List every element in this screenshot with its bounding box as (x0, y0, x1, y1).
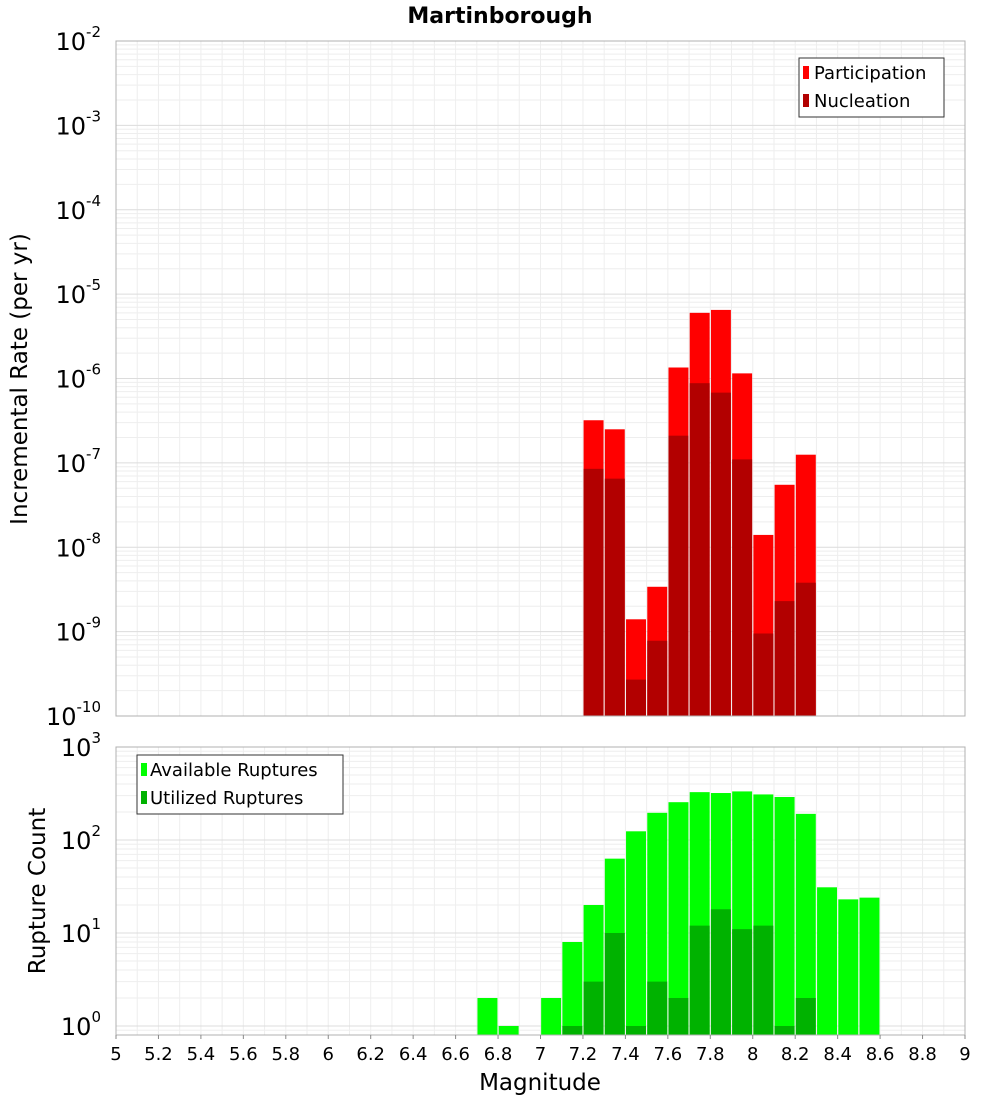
legend-label-participation: Participation (814, 63, 926, 84)
x-tick-label: 7.6 (654, 1044, 683, 1065)
bar-utilized-ruptures (774, 1025, 795, 1035)
legend-label-available: Available Ruptures (150, 760, 318, 781)
y-tick-label: 10-10 (46, 698, 101, 731)
x-tick-label: 6.6 (441, 1044, 470, 1065)
x-tick-label: 5.2 (144, 1044, 173, 1065)
legend-swatch-participation (803, 66, 809, 79)
x-tick-label: 7.8 (696, 1044, 725, 1065)
bar-utilized-ruptures (647, 981, 668, 1035)
y-tick-label: 100 (61, 1008, 101, 1041)
y-tick-label: 102 (61, 822, 101, 855)
chart-title: Martinborough (407, 4, 592, 29)
bottom-legend: Available Ruptures Utilized Ruptures (136, 754, 344, 815)
legend-swatch-available (141, 763, 147, 776)
bar-available-ruptures (668, 802, 689, 1035)
y-tick-label: 10-8 (55, 529, 101, 562)
bar-nucleation (795, 582, 816, 716)
y-tick-label: 10-3 (55, 107, 101, 140)
legend-label-utilized: Utilized Ruptures (150, 788, 303, 809)
top-plot-area: 10-2 10-3 10-4 10-5 10-6 10-7 10-8 10-9 10-10 In… (7, 23, 966, 731)
bar-utilized-ruptures (604, 932, 625, 1035)
bar-utilized-ruptures (668, 997, 689, 1035)
bar-utilized-ruptures (626, 1025, 646, 1035)
bar-available-ruptures (859, 897, 880, 1035)
bar-available-ruptures (498, 1025, 519, 1035)
bar-available-ruptures (626, 831, 646, 1035)
bar-utilized-ruptures (732, 929, 753, 1035)
bar-available-ruptures (477, 997, 498, 1035)
bar-utilized-ruptures (795, 997, 816, 1035)
x-tick-label: 6.2 (356, 1044, 385, 1065)
bar-nucleation (753, 633, 774, 716)
x-tick-label: 7.2 (569, 1044, 598, 1065)
x-tick-label: 7.4 (611, 1044, 640, 1065)
x-tick-label: 9 (959, 1044, 970, 1065)
bottom-plot-area: 103 102 101 100 5 5.2 5.4 5.6 5.8 6 6.2 6.4 6.6 6.8 7… (25, 729, 971, 1096)
y-tick-label: 101 (61, 915, 101, 948)
top-y-axis-label: Incremental Rate (per yr) (7, 233, 33, 525)
top-plot-frame (115, 40, 966, 717)
y-tick-label: 10-4 (55, 192, 101, 225)
bar-nucleation (689, 383, 710, 716)
bar-nucleation (604, 478, 625, 716)
bar-nucleation (668, 435, 689, 716)
y-tick-label: 103 (61, 729, 101, 762)
y-tick-label: 10-9 (55, 614, 101, 647)
top-grid (115, 40, 966, 717)
bar-available-ruptures (817, 887, 838, 1035)
bar-utilized-ruptures (562, 1025, 583, 1035)
bar-utilized-ruptures (753, 925, 774, 1035)
x-axis-label: Magnitude (479, 1070, 601, 1096)
x-tick-label: 5.8 (271, 1044, 300, 1065)
x-tick-label: 5 (110, 1044, 121, 1065)
bar-nucleation (710, 392, 731, 716)
x-axis-ticks: 5 5.2 5.4 5.6 5.8 6 6.2 6.4 6.6 6.8 7 7.2 7.4 7.6 7.8 8… (110, 1035, 971, 1065)
x-tick-label: 8 (747, 1044, 758, 1065)
bar-utilized-ruptures (689, 925, 710, 1035)
top-legend: Participation Nucleation (798, 57, 945, 118)
bottom-y-axis-label: Rupture Count (25, 808, 51, 974)
top-nucleation-bars (583, 383, 816, 716)
bar-available-ruptures (562, 942, 583, 1035)
bar-available-ruptures (795, 813, 816, 1035)
legend-label-nucleation: Nucleation (814, 91, 910, 112)
x-tick-label: 8.2 (781, 1044, 810, 1065)
bar-nucleation (732, 459, 753, 716)
bar-available-ruptures (647, 812, 668, 1035)
x-tick-label: 7 (535, 1044, 546, 1065)
bar-available-ruptures (541, 997, 562, 1035)
bar-utilized-ruptures (710, 909, 731, 1035)
y-tick-label: 10-6 (55, 361, 101, 394)
x-tick-label: 6.4 (399, 1044, 428, 1065)
y-tick-label: 10-7 (55, 445, 101, 478)
bar-nucleation (774, 601, 795, 716)
top-y-ticks: 10-2 10-3 10-4 10-5 10-6 10-7 10-8 10-9 10-10 (46, 23, 101, 731)
bottom-legend-box (136, 754, 344, 815)
bottom-utilized-bars (562, 909, 816, 1035)
x-tick-label: 6.8 (484, 1044, 513, 1065)
legend-swatch-utilized (141, 791, 147, 804)
x-tick-label: 8.6 (866, 1044, 895, 1065)
bar-available-ruptures (774, 796, 795, 1035)
x-tick-label: 8.4 (823, 1044, 852, 1065)
x-tick-label: 8.8 (908, 1044, 937, 1065)
bar-nucleation (583, 468, 604, 716)
bottom-y-ticks: 103 102 101 100 (61, 729, 101, 1041)
y-tick-label: 10-2 (55, 23, 101, 56)
bar-nucleation (626, 679, 646, 716)
x-tick-label: 5.4 (187, 1044, 216, 1065)
x-tick-label: 6 (323, 1044, 334, 1065)
y-tick-label: 10-5 (55, 276, 101, 309)
bottom-available-bars (477, 791, 880, 1035)
top-legend-box (798, 57, 945, 118)
legend-swatch-nucleation (803, 94, 809, 107)
bar-utilized-ruptures (583, 981, 604, 1035)
bar-available-ruptures (838, 899, 859, 1035)
x-tick-label: 5.6 (229, 1044, 258, 1065)
bar-nucleation (647, 640, 668, 716)
